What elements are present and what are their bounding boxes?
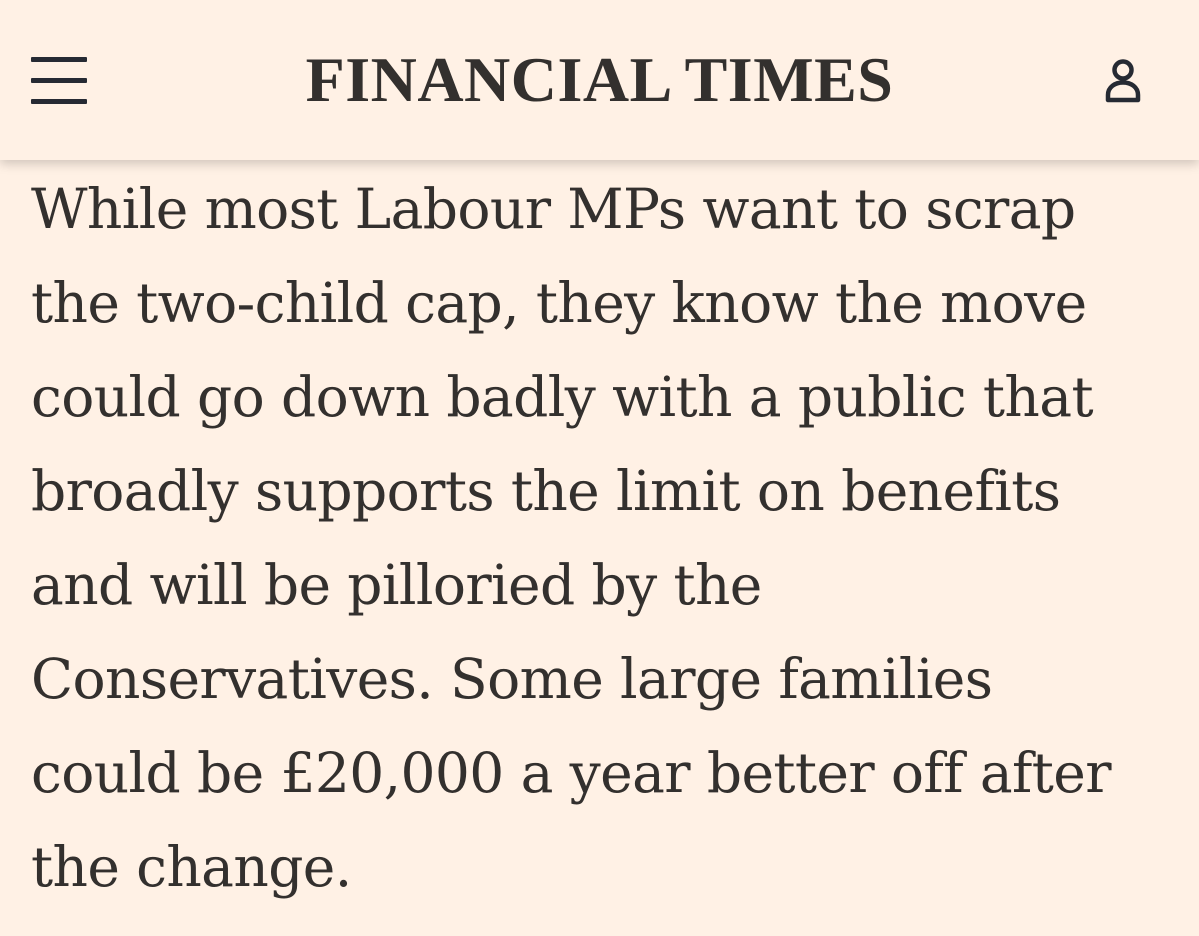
paragraph-line: Conservatives. Some large families — [31, 647, 993, 711]
article-body: While most Labour MPs want to scrap the … — [31, 162, 1181, 914]
site-header: FINANCIAL TIMES — [0, 0, 1199, 160]
paragraph-line: While most Labour MPs want to scrap — [31, 177, 1076, 241]
account-button[interactable] — [1100, 56, 1146, 106]
article-paragraph: While most Labour MPs want to scrap the … — [31, 162, 1181, 914]
site-logo[interactable]: FINANCIAL TIMES — [305, 44, 894, 115]
paragraph-line: could be £20,000 a year better off after — [31, 741, 1112, 805]
paragraph-line: and will be pilloried by the — [31, 553, 762, 617]
user-account-icon — [1105, 59, 1141, 103]
paragraph-line: the change. — [31, 835, 352, 899]
paragraph-line: the two-child cap, they know the move — [31, 271, 1087, 335]
menu-button[interactable] — [31, 56, 87, 106]
paragraph-line: could go down badly with a public that — [31, 365, 1094, 429]
paragraph-line: broadly supports the limit on benefits — [31, 459, 1061, 523]
